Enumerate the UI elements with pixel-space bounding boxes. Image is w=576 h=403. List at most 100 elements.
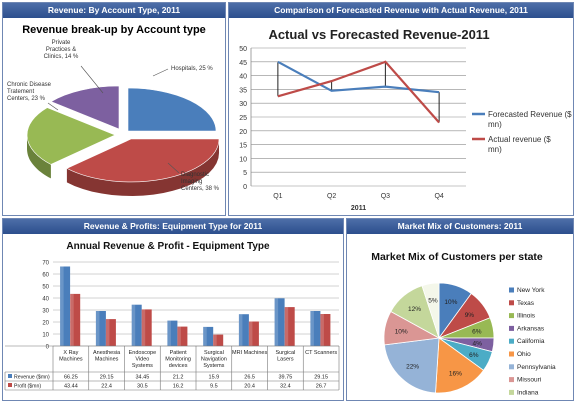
bar-highlight xyxy=(310,311,314,346)
legend-label: Missouri xyxy=(517,377,541,384)
table-value: 32.4 xyxy=(280,384,291,390)
pie-percent-label: 5% xyxy=(428,298,438,305)
y-tick-label: 45 xyxy=(239,60,247,67)
bar-highlight xyxy=(131,304,136,346)
y-tick-label: 50 xyxy=(42,285,49,291)
bar xyxy=(248,321,259,346)
bar xyxy=(131,304,142,346)
pie-percent-label: 9% xyxy=(465,312,475,319)
legend-label: Forecasted Revenue ($ mn) xyxy=(488,110,572,129)
legend-swatch xyxy=(8,374,12,378)
legend-swatch xyxy=(509,313,514,319)
bar-highlight xyxy=(141,309,146,346)
panel-revenue-account-type: Revenue: By Account Type, 2011 Revenue b… xyxy=(2,2,226,216)
table-value: 9.5 xyxy=(210,384,218,390)
pie-label: Chronic Disease Tratement Centers, 23 % xyxy=(7,82,52,102)
chart-title: Market Mix of Customers per state xyxy=(371,251,543,263)
bar-highlight xyxy=(203,326,207,346)
table-value: 26.7 xyxy=(316,384,327,390)
category-label: Endoscope Video Systems xyxy=(129,350,157,369)
x-tick-label: Q4 xyxy=(434,193,443,200)
table-value: 29.15 xyxy=(314,375,328,381)
legend-label: Texas xyxy=(517,300,535,307)
y-tick-label: 50 xyxy=(239,46,247,53)
y-tick-label: 5 xyxy=(243,170,247,177)
pie-slice xyxy=(50,85,120,130)
pie-slice xyxy=(383,337,440,394)
chart-title: Revenue break-up by Account type xyxy=(22,24,206,36)
bar xyxy=(310,311,321,346)
bar xyxy=(213,334,224,346)
y-tick-label: 40 xyxy=(42,297,49,303)
y-tick-label: 20 xyxy=(42,321,49,327)
y-tick-label: 10 xyxy=(239,156,247,163)
bar xyxy=(95,311,106,346)
bar-highlight xyxy=(248,321,253,346)
bar-highlight xyxy=(177,326,181,346)
table-value: 21.2 xyxy=(173,375,184,381)
leader-line xyxy=(80,65,104,94)
x-tick-label: Q3 xyxy=(381,193,390,200)
y-tick-label: 35 xyxy=(239,87,247,94)
legend-label: California xyxy=(517,338,545,345)
pie-slice xyxy=(435,337,485,394)
bar-highlight xyxy=(60,266,64,346)
legend-label: New York xyxy=(517,287,545,294)
y-tick-label: 30 xyxy=(239,101,247,108)
chart-title: Actual vs Forecasted Revenue-2011 xyxy=(268,27,489,42)
table-value: 43.44 xyxy=(64,384,78,390)
series-label: Revenue ($mn) xyxy=(14,375,50,381)
panel-header: Comparison of Forecasted Revenue with Ac… xyxy=(229,3,573,18)
y-tick-label: 40 xyxy=(239,74,247,81)
y-tick-label: 70 xyxy=(42,261,49,267)
pie-slice xyxy=(127,87,217,132)
table-value: 66.25 xyxy=(64,375,78,381)
bar xyxy=(238,314,249,346)
bar xyxy=(60,266,71,346)
bar-highlight xyxy=(167,320,171,346)
panel-forecast-vs-actual: Comparison of Forecasted Revenue with Ac… xyxy=(228,2,574,216)
table-value: 29.15 xyxy=(100,375,114,381)
table-value: 22.4 xyxy=(101,384,112,390)
category-label: CT Scanners xyxy=(305,350,337,356)
legend-swatch xyxy=(509,300,514,306)
table-value: 20.4 xyxy=(244,384,255,390)
legend-label: Illinois xyxy=(517,313,536,320)
pie-label: Diagnostic Imaging Centers, 38 % xyxy=(181,172,220,192)
bar xyxy=(141,309,152,346)
leader-line xyxy=(47,102,59,111)
legend-swatch xyxy=(509,325,514,331)
bar xyxy=(167,320,178,346)
pie-percent-label: 6% xyxy=(469,352,479,359)
y-tick-label: 30 xyxy=(42,309,49,315)
category-label: MRI Machines xyxy=(232,350,267,356)
y-tick-label: 15 xyxy=(239,143,247,150)
series-line xyxy=(277,60,440,94)
pie-percent-label: 6% xyxy=(472,328,482,335)
panel-market-mix: Market Mix of Customers: 2011 Market Mix… xyxy=(346,218,574,401)
bar xyxy=(320,314,331,346)
pie-percent-label: 22% xyxy=(406,364,419,371)
bar-highlight xyxy=(95,311,100,346)
y-tick-label: 60 xyxy=(42,273,49,279)
x-tick-label: Q2 xyxy=(327,193,336,200)
category-label: Surgical Navigation Systems xyxy=(201,350,227,369)
legend-swatch xyxy=(509,287,514,293)
bar-highlight xyxy=(274,298,279,346)
legend-swatch xyxy=(509,377,514,383)
bar-highlight xyxy=(70,293,74,346)
bar xyxy=(284,307,295,346)
panel-revenue-profits-equipment: Revenue & Profits: Equipment Type for 20… xyxy=(2,218,344,401)
x-axis-label: 2011 xyxy=(351,205,366,212)
y-tick-label: 20 xyxy=(239,129,247,136)
bar xyxy=(177,326,188,346)
pie-percent-label: 4% xyxy=(472,340,482,347)
legend-swatch xyxy=(509,338,514,344)
table-value: 15.9 xyxy=(209,375,220,381)
legend-label: Actual revenue ($ mn) xyxy=(488,135,551,154)
legend-swatch xyxy=(8,383,12,387)
category-label: Patient Monitoring devices xyxy=(165,350,191,369)
bar xyxy=(274,298,285,346)
leader-line xyxy=(167,162,180,174)
x-tick-label: Q1 xyxy=(273,193,282,200)
